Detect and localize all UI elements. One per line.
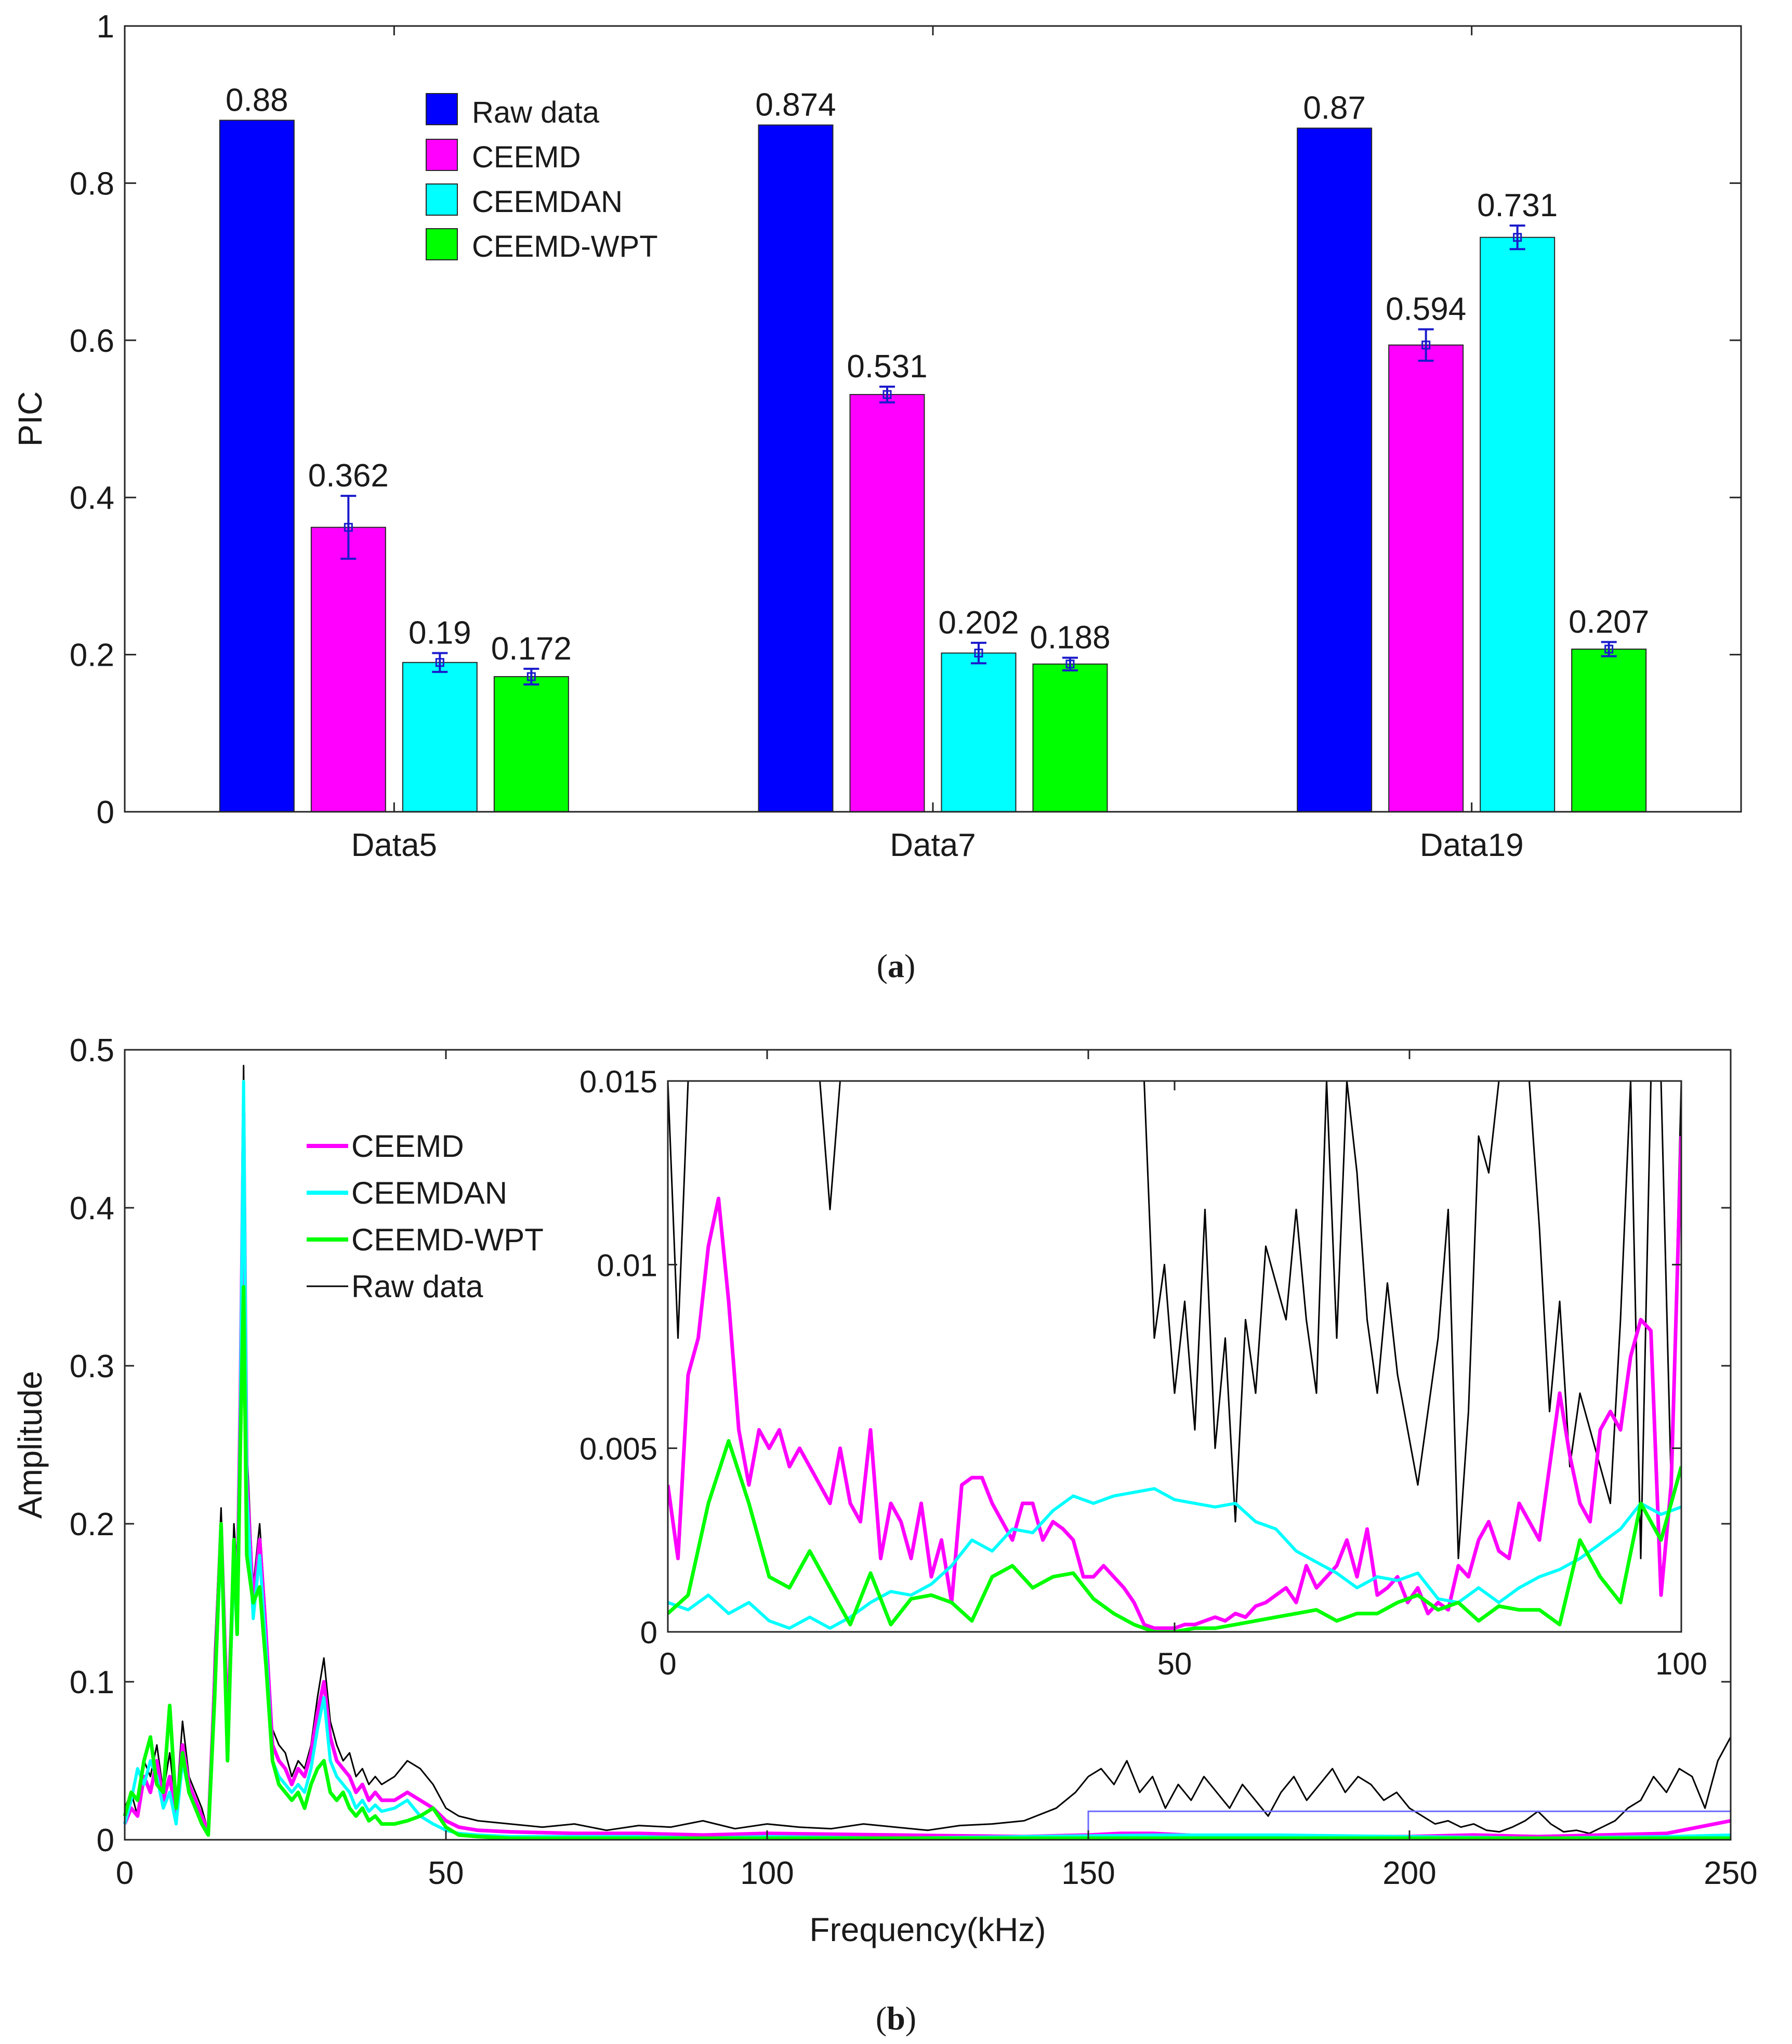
b-y-tick-label-1: 0.1 [70,1665,114,1700]
bar-ceemd-wpt-data5 [493,676,569,813]
y-tick-label-4: 0.8 [70,166,114,202]
b-y-tick-label-0: 0 [97,1823,114,1858]
b-y-tick-label-4: 0.4 [70,1191,114,1227]
panel-a-legend: Raw data CEEMD CEEMDAN CEEMD-WPT [426,93,658,263]
legend-swatch-raw [426,93,458,125]
panel-b-x-axis-label: Frequency(kHz) [809,1911,1046,1948]
panel-b-line-chart: 0 50 100 150 200 250 0 0.1 0.2 0.3 0.4 0.5 Frequenc… [11,1033,1758,1948]
x-tick-label-data19: Data19 [1420,827,1524,863]
bar-ceemdan-data19 [1480,236,1556,812]
errorbar-marker-ceemd-data7 [882,390,892,399]
x-tick-label-data7: Data7 [890,827,976,863]
errorbar-marker-ceemd-data19 [1421,340,1431,350]
legend-swatch-ceemd [426,139,458,171]
b-y-tick-label-5: 0.5 [70,1033,114,1069]
inset-x-tick-label-2: 100 [1655,1646,1707,1681]
bar-ceemdan-data5 [402,662,478,812]
data-label-ceemd-data7: 0.531 [847,349,927,385]
panel-b-axes-box [124,1049,1732,1841]
x-tick-label-data5: Data5 [351,827,437,863]
panel-a-marks: 0.88 0.362 0.19 0.172 0.874 0.531 0.202 0.188 0.… [219,82,1649,813]
b-x-tick-label-2: 100 [740,1855,794,1891]
caption-b-letter: b [887,2000,905,2037]
bar-ceemd-data5 [310,526,386,812]
data-label-ceemdan-data7: 0.202 [938,605,1019,641]
panel-a-bar-chart: 0.88 0.362 0.19 0.172 0.874 0.531 0.202 0.188 0.… [11,9,1742,863]
data-label-raw-data-data19: 0.87 [1303,90,1366,126]
inset-y-tick-label-1: 0.005 [579,1432,657,1467]
legend-label-raw: Raw data [472,96,600,129]
y-tick-label-3: 0.6 [70,323,114,359]
legend-label-ceemdan: CEEMDAN [351,1176,507,1210]
inset-y-tick-label-2: 0.01 [597,1248,657,1283]
bar-ceemd-data19 [1388,344,1464,812]
errorbar-marker-ceemdan-data5 [435,658,444,667]
caption-a-letter: a [888,947,904,984]
panel-b-inset: 0 50 100 0 0.005 0.01 0.015 [579,1064,1707,1681]
errorbar-marker-ceemd-data5 [344,523,353,532]
panel-a-axis-ticks: Data5 Data7 Data19 0 0.2 0.4 0.6 0.8 1 [70,9,1741,863]
legend-label-ceemd: CEEMD [472,140,581,174]
bar-ceemdan-data7 [941,652,1017,813]
data-label-ceemdan-data5: 0.19 [409,615,471,651]
errorbar-marker-ceemdan-data7 [974,649,983,658]
panel-b-axis-ticks: 0 50 100 150 200 250 0 0.1 0.2 0.3 0.4 0.5 [70,1033,1758,1891]
data-label-raw-data-data5: 0.88 [226,82,288,118]
caption-a: (a) [877,947,916,984]
inset-x-tick-label-1: 50 [1157,1646,1192,1681]
legend-label-ceemd: CEEMD [351,1129,464,1164]
b-x-tick-label-1: 50 [428,1855,464,1891]
data-label-raw-data-data7: 0.874 [755,87,836,123]
caption-b: (b) [876,2000,916,2037]
errorbar-marker-ceemd-wpt-data7 [1065,660,1075,669]
b-y-tick-label-3: 0.3 [70,1349,114,1384]
y-tick-label-1: 0.2 [70,638,114,674]
data-label-ceemd-data5: 0.362 [308,458,389,494]
inset-line-ceemd-wpt [668,1439,1681,1632]
panel-a-plot-area [125,26,1741,812]
panel-b-legend: CEEMD CEEMDAN CEEMD-WPT Raw data [307,1129,544,1304]
b-y-tick-label-2: 0.2 [70,1507,114,1542]
errorbar-marker-ceemd-wpt-data5 [526,672,536,681]
legend-swatch-ceemdan [426,183,458,216]
inset-axis-ticks: 0 50 100 0 0.005 0.01 0.015 [579,1064,1707,1681]
inset-y-tick-label-3: 0.015 [579,1064,657,1099]
b-x-tick-label-3: 150 [1061,1855,1115,1891]
bar-raw-data-data19 [1297,127,1373,812]
legend-label-ceemd-wpt: CEEMD-WPT [351,1222,544,1257]
y-tick-label-0: 0 [97,795,114,830]
data-label-ceemdan-data19: 0.731 [1477,188,1558,223]
bar-ceemd-data7 [849,394,925,812]
bar-raw-data-data5 [219,120,295,813]
legend-label-ceemd-wpt: CEEMD-WPT [472,230,658,263]
bar-ceemd-wpt-data19 [1571,649,1647,812]
legend-label-raw: Raw data [351,1269,483,1304]
inset-line-ceemdan [668,1487,1681,1630]
y-tick-label-5: 1 [97,9,114,45]
b-x-tick-label-0: 0 [116,1855,134,1891]
data-label-ceemd-wpt-data7: 0.188 [1030,620,1110,656]
data-label-ceemd-wpt-data19: 0.207 [1569,604,1649,640]
y-tick-label-2: 0.4 [70,480,114,516]
b-line-ceemd-wpt [123,1285,1731,1840]
legend-swatch-ceemd-wpt [426,228,458,260]
data-label-ceemd-wpt-data5: 0.172 [491,631,572,667]
panel-b-y-axis-label: Amplitude [11,1371,49,1519]
panel-a-y-axis-label: PIC [11,391,49,447]
b-x-tick-label-4: 200 [1382,1855,1436,1891]
inset-line-raw-data [668,1081,1681,1560]
errorbar-marker-ceemd-wpt-data19 [1604,644,1614,654]
bar-ceemd-wpt-data7 [1032,663,1108,813]
inset-y-tick-label-0: 0 [640,1615,657,1650]
legend-label-ceemdan: CEEMDAN [472,185,623,219]
b-x-tick-label-5: 250 [1704,1855,1757,1891]
errorbar-marker-ceemdan-data19 [1513,233,1522,242]
inset-x-tick-label-0: 0 [659,1646,676,1681]
bar-raw-data-data7 [758,124,834,813]
data-label-ceemd-data19: 0.594 [1386,292,1466,327]
inset-plot-area [668,1081,1681,1632]
